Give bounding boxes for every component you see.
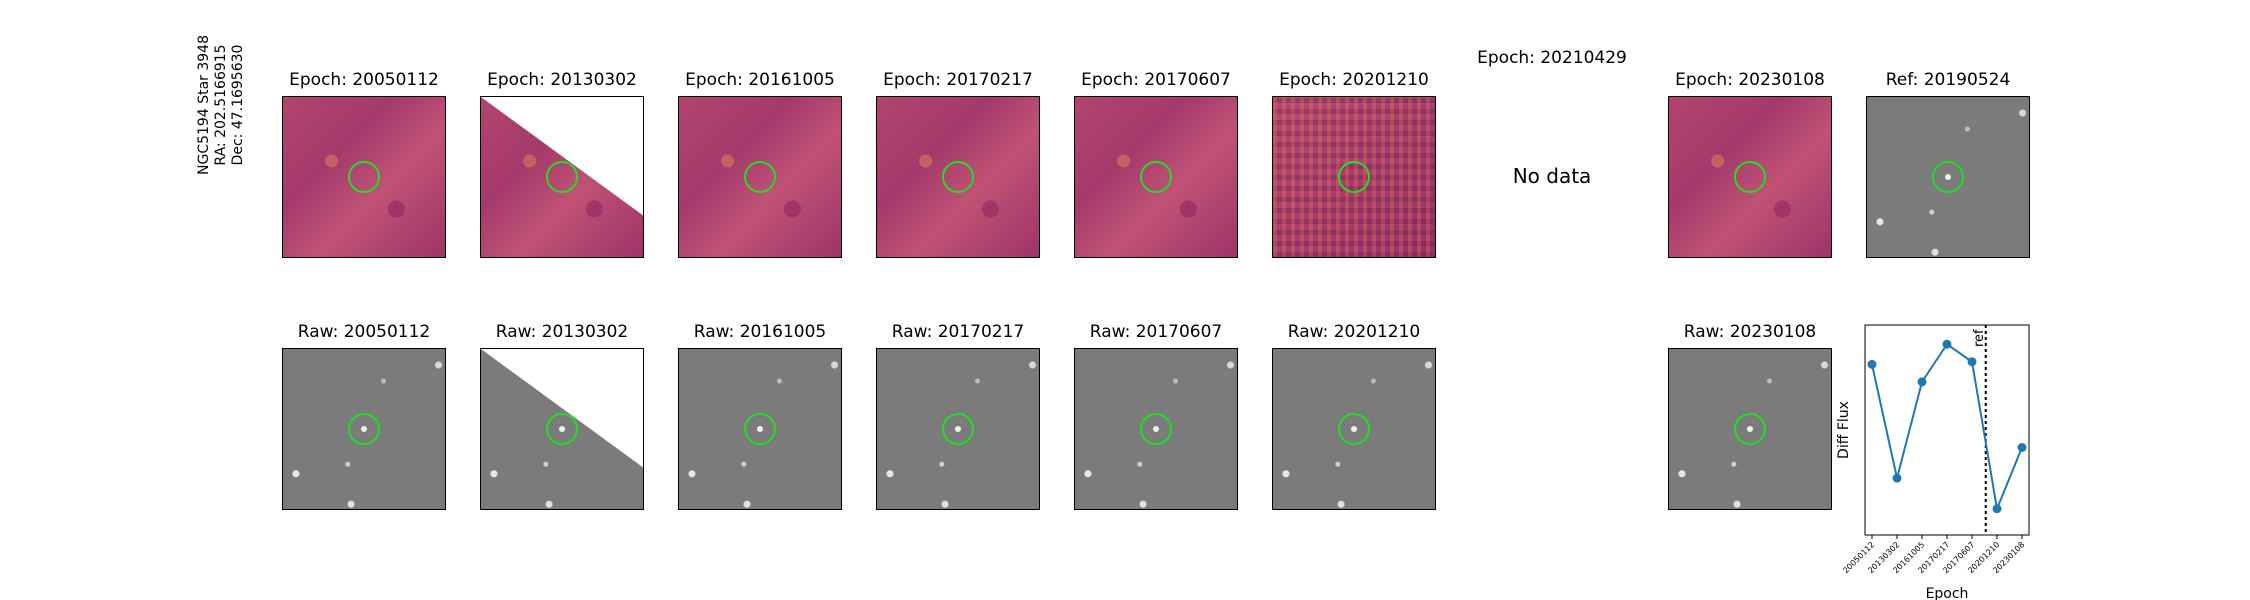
star-info-label: NGC5194 Star 3948 RA: 202.5166915 Dec: 4… — [196, 25, 247, 185]
diff-image — [282, 96, 446, 258]
y-axis-label: Diff Flux — [1836, 401, 1852, 459]
diff-image — [1074, 96, 1238, 258]
data-point — [2017, 443, 2027, 452]
diff-panel-title: Epoch: 20201210 — [1279, 70, 1429, 90]
raw-image — [1668, 348, 1832, 510]
target-circle-marker — [1338, 161, 1370, 193]
raw-panel-title: Raw: 20170607 — [1089, 322, 1223, 342]
data-point — [1892, 473, 1902, 483]
light-curve-chart: ref2005011220130302201610052017021720170… — [1836, 324, 2030, 600]
diff-image — [1668, 96, 1832, 258]
raw-panel-title: Raw: 20170217 — [891, 322, 1025, 342]
raw-image — [1272, 348, 1436, 510]
star-dec: Dec: 47.1695630 — [230, 44, 246, 166]
raw-panel-title: Raw: 20230108 — [1683, 322, 1817, 342]
star-name: NGC5194 Star 3948 — [196, 35, 212, 175]
raw-panel-title: Raw: 20161005 — [693, 322, 827, 342]
target-circle-marker — [546, 413, 578, 445]
raw-panel-title: Raw: 20201210 — [1287, 322, 1421, 342]
target-circle-marker — [1734, 413, 1766, 445]
plot-frame — [1864, 324, 2030, 536]
raw-image — [678, 348, 842, 510]
series-line — [1871, 342, 2023, 513]
data-point — [1917, 377, 1927, 387]
target-circle-marker — [1140, 413, 1172, 445]
diff-image — [678, 96, 842, 258]
data-point — [1942, 339, 1952, 349]
diff-panel-title: Epoch: 20161005 — [685, 70, 835, 90]
diff-panel-title: Epoch: 20170607 — [1081, 70, 1231, 90]
ref-line-label: ref — [1972, 329, 1987, 347]
raw-panel-title: Raw: 20130302 — [495, 322, 629, 342]
raw-panel-title: Raw: 20050112 — [297, 322, 431, 342]
diff-panel-title: Epoch: 20170217 — [883, 70, 1033, 90]
data-point — [1867, 359, 1877, 369]
target-circle-marker — [1140, 161, 1172, 193]
target-circle-marker — [744, 413, 776, 445]
target-circle-marker — [348, 161, 380, 193]
target-circle-marker — [546, 161, 578, 193]
diff-image — [1272, 96, 1436, 258]
raw-image — [876, 348, 1040, 510]
diff-image — [876, 96, 1040, 258]
data-point — [1992, 504, 2002, 514]
target-circle-marker — [348, 413, 380, 445]
data-point — [1967, 357, 1977, 367]
star-ra: RA: 202.5166915 — [213, 44, 229, 166]
target-circle-marker — [1932, 161, 1964, 193]
x-axis-label: Epoch — [1926, 586, 1969, 600]
raw-image — [282, 348, 446, 510]
diff-panel-title: Epoch: 20230108 — [1675, 70, 1825, 90]
diff-panel-title: Epoch: 20050112 — [289, 70, 439, 90]
diff-panel-title: Ref: 20190524 — [1885, 70, 2011, 90]
diff-image — [480, 96, 644, 258]
target-circle-marker — [942, 161, 974, 193]
target-circle-marker — [1338, 413, 1370, 445]
diff-panel-title: Epoch: 20210429 — [1477, 48, 1627, 68]
raw-image — [1074, 348, 1238, 510]
diff-panel-title: Epoch: 20130302 — [487, 70, 637, 90]
diff-image — [1866, 96, 2030, 258]
target-circle-marker — [1734, 161, 1766, 193]
target-circle-marker — [942, 413, 974, 445]
target-circle-marker — [744, 161, 776, 193]
raw-image — [480, 348, 644, 510]
no-data-label: No data — [1512, 164, 1592, 188]
